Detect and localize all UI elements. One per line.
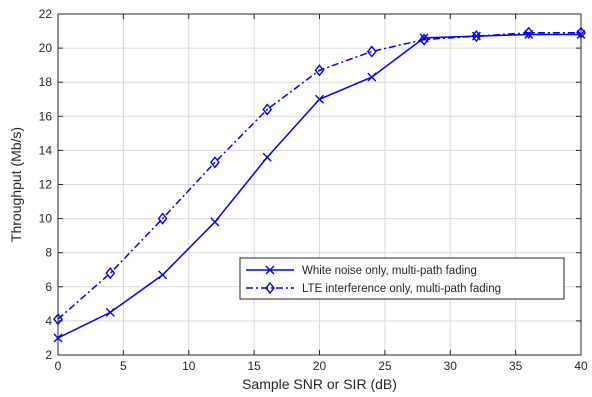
ticks: 0 5 10 15 20 25 30 35 40 2 4 6 8 10 12 14 16 18 20 22 bbox=[39, 7, 588, 373]
legend: White noise only, multi-path fading LTE i… bbox=[239, 257, 565, 300]
data-point bbox=[315, 94, 324, 104]
y-tick-label: 6 bbox=[45, 280, 52, 294]
legend-label: White noise only, multi-path fading bbox=[302, 265, 477, 277]
legend-marker bbox=[265, 265, 275, 275]
y-tick-label: 10 bbox=[39, 212, 53, 226]
data-point bbox=[367, 72, 377, 82]
y-tick-label: 12 bbox=[39, 178, 53, 192]
y-tick-label: 14 bbox=[39, 143, 53, 157]
data-point bbox=[366, 45, 377, 58]
y-tick-label: 16 bbox=[39, 109, 53, 123]
series-layer bbox=[53, 26, 586, 343]
data-point bbox=[523, 26, 534, 39]
legend-label: LTE interference only, multi-path fading bbox=[302, 283, 501, 295]
x-tick-label: 0 bbox=[55, 359, 62, 373]
legend-box bbox=[239, 257, 565, 300]
data-point bbox=[419, 33, 429, 46]
x-axis-label: Sample SNR or SIR (dB) bbox=[242, 376, 397, 392]
x-tick-label: 40 bbox=[574, 359, 588, 373]
data-point bbox=[105, 267, 116, 280]
y-axis-label: Throughput (Mb/s) bbox=[8, 127, 24, 242]
x-tick-label: 15 bbox=[247, 359, 261, 373]
y-tick-label: 20 bbox=[39, 41, 53, 55]
data-point bbox=[210, 217, 220, 227]
y-tick-label: 18 bbox=[39, 75, 53, 89]
x-tick-label: 20 bbox=[313, 359, 327, 373]
data-point bbox=[158, 270, 168, 280]
data-point bbox=[262, 103, 273, 116]
y-tick-label: 2 bbox=[45, 348, 52, 362]
legend-marker bbox=[265, 281, 275, 295]
series-line bbox=[57, 32, 581, 320]
data-point bbox=[471, 30, 482, 43]
y-tick-label: 22 bbox=[39, 7, 53, 21]
x-tick-label: 5 bbox=[120, 359, 127, 373]
x-tick-label: 30 bbox=[444, 359, 458, 373]
legend-entry-1: LTE interference only, multi-path fading bbox=[246, 281, 501, 295]
data-point bbox=[157, 212, 168, 225]
x-tick-label: 25 bbox=[378, 359, 392, 373]
data-point bbox=[262, 152, 272, 162]
y-tick-label: 8 bbox=[45, 246, 52, 260]
data-point bbox=[210, 156, 220, 169]
data-point bbox=[105, 307, 115, 317]
legend-entry-0: White noise only, multi-path fading bbox=[246, 265, 477, 277]
y-tick-label: 4 bbox=[45, 314, 52, 328]
legend-entries: White noise only, multi-path fading LTE i… bbox=[246, 265, 501, 295]
x-tick-label: 35 bbox=[509, 359, 523, 373]
data-point bbox=[314, 64, 325, 77]
x-tick-label: 10 bbox=[182, 359, 196, 373]
